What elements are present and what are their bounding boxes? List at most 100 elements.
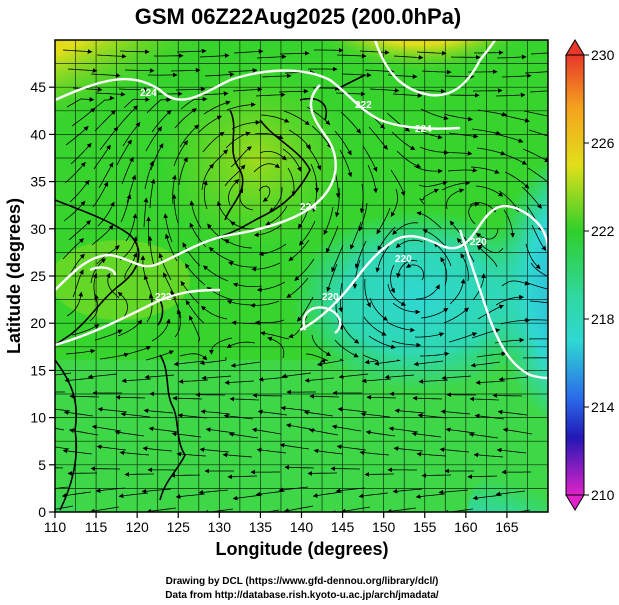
streamline (495, 294, 524, 306)
streamline (224, 164, 246, 187)
streamline (117, 319, 143, 337)
streamline (438, 489, 469, 495)
streamline (120, 193, 132, 223)
x-tick-label: 155 (413, 519, 437, 535)
colorbar-tick-label: 230 (591, 47, 615, 63)
y-axis-title: Latitude (degrees) (4, 198, 24, 354)
streamline (68, 220, 91, 241)
streamline (362, 354, 379, 365)
contour-220-east (458, 229, 548, 380)
streamline (420, 108, 449, 121)
streamline (377, 226, 396, 251)
streamline (468, 514, 497, 518)
streamline (364, 471, 394, 477)
streamline (311, 334, 332, 357)
contour-220-central (299, 204, 548, 332)
streamline (251, 262, 281, 272)
x-tick-label: 140 (290, 519, 314, 535)
contour-label: 222 (155, 292, 172, 303)
coast-indochina (55, 359, 78, 511)
streamline (405, 263, 425, 281)
contour-label: 222 (355, 100, 372, 111)
x-tick-label: 160 (454, 519, 478, 535)
x-tick-label: 115 (85, 519, 108, 535)
streamline (497, 409, 528, 416)
streamline (448, 132, 479, 139)
streamline (69, 393, 100, 399)
streamline (208, 337, 233, 355)
streamline (185, 299, 205, 324)
streamline (125, 213, 138, 242)
streamline (441, 375, 472, 381)
streamline (123, 97, 151, 109)
streamline (336, 444, 367, 451)
colorbar-bottom-triangle (565, 494, 585, 511)
streamline (232, 87, 263, 92)
streamline (163, 213, 173, 243)
streamline (530, 262, 548, 277)
streamline (171, 174, 177, 205)
streamline (305, 353, 329, 364)
streamline (477, 109, 508, 117)
streamline (335, 487, 366, 494)
colorbar-tick-label: 222 (591, 223, 615, 239)
streamline (267, 336, 285, 359)
streamline (443, 508, 474, 512)
streamline (189, 315, 201, 343)
streamline (230, 146, 252, 168)
streamline (182, 242, 201, 267)
streamline (278, 486, 309, 493)
contour-label-group: 224 222 224 220 224 222 220 220 (140, 88, 487, 303)
streamline (392, 302, 421, 315)
streamline (420, 351, 450, 357)
streamline (391, 131, 416, 150)
streamline (142, 446, 173, 452)
streamline (470, 361, 501, 368)
streamline (149, 178, 156, 209)
colorbar-top-triangle (565, 39, 585, 56)
streamline (284, 464, 315, 470)
y-tick-label: 30 (30, 221, 46, 237)
streamline (170, 67, 201, 73)
streamline (501, 73, 532, 79)
y-tick-label: 45 (30, 79, 46, 95)
streamline (256, 54, 287, 60)
credit-line-2: Data from http://database.rish.kyoto-u.a… (165, 590, 439, 601)
streamline (530, 52, 548, 55)
streamline (498, 376, 529, 382)
streamline (179, 353, 208, 361)
streamline (94, 329, 123, 341)
streamline (99, 126, 119, 151)
streamline (421, 69, 452, 75)
streamline (278, 88, 309, 94)
streamline (178, 156, 188, 186)
streamline (326, 263, 338, 292)
streamline (200, 409, 231, 415)
streamline (476, 351, 507, 358)
streamline (418, 188, 440, 205)
streamline (55, 427, 65, 431)
streamline (330, 466, 360, 472)
streamline (501, 280, 530, 287)
streamline (148, 426, 179, 433)
streamline (121, 156, 134, 185)
streamline (257, 409, 288, 416)
streamline (422, 229, 447, 248)
streamline (416, 451, 447, 457)
streamline (254, 319, 285, 326)
streamline (96, 444, 127, 451)
contour-224-inner (89, 266, 117, 276)
streamline (119, 49, 150, 55)
streamline (96, 53, 127, 59)
streamline (369, 88, 400, 93)
streamline (230, 221, 259, 230)
streamline (416, 50, 447, 56)
contour-label: 220 (395, 254, 412, 265)
contour-222-south (55, 288, 221, 347)
streamline (387, 283, 407, 306)
streamline (288, 239, 310, 261)
streamline (250, 300, 280, 308)
streamline (269, 187, 283, 213)
streamline (92, 181, 108, 208)
streamline (122, 345, 152, 356)
